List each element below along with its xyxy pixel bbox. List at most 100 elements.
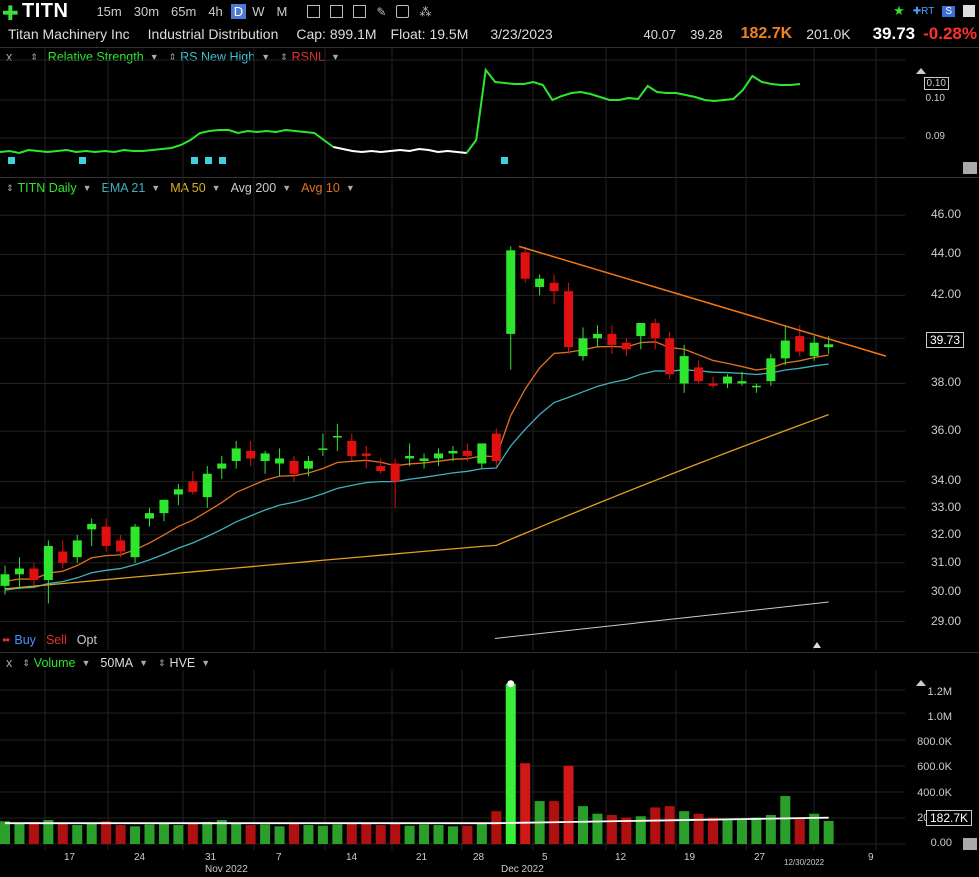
candle-body (607, 333, 617, 345)
volume-bar (274, 826, 285, 844)
move-icon[interactable]: ⇕ (168, 51, 177, 62)
move-icon[interactable]: ⇕ (30, 51, 38, 62)
volume-bar (115, 825, 126, 844)
tf-15m[interactable]: 15m (96, 3, 122, 19)
tf-daily[interactable]: D (230, 3, 247, 19)
volume-bar (317, 825, 328, 844)
chevron-down-icon[interactable]: ▼ (149, 52, 159, 62)
chevron-down-icon[interactable]: ▼ (282, 183, 292, 193)
tf-65m[interactable]: 65m (171, 3, 197, 19)
rs-new-high-marker (219, 157, 226, 164)
x-axis-label: 9 (868, 852, 874, 863)
ticker-symbol[interactable]: TITN (22, 0, 69, 22)
volume-bar (621, 817, 632, 844)
move-icon[interactable]: ⇕ (22, 657, 30, 668)
avg200-label[interactable]: Avg 200 (230, 181, 277, 195)
chevron-down-icon[interactable]: ▼ (345, 183, 355, 193)
volume-bar (231, 823, 242, 844)
candle-body (477, 443, 487, 464)
ema21-label[interactable]: EMA 21 (101, 181, 146, 195)
x-axis-label: 12 (615, 852, 627, 863)
volume-axis-label: 0.00 (930, 837, 952, 849)
options-button[interactable]: Opt (76, 633, 97, 647)
x-axis-label: 31 (205, 852, 217, 863)
candle-body (289, 460, 299, 474)
price-axis-label: 30.00 (930, 583, 961, 598)
candle-body (173, 489, 183, 495)
price-legend: ⇕ TITN Daily ▼ EMA 21 ▼ MA 50 ▼ Avg 200 … (6, 181, 365, 195)
window-icon[interactable] (963, 5, 975, 17)
volume-bar (72, 825, 83, 844)
rs-line (465, 67, 801, 154)
buy-button[interactable]: Buy (14, 633, 36, 647)
avg10-line (4, 341, 829, 583)
ma50-label[interactable]: MA 50 (170, 181, 206, 195)
daily-label[interactable]: TITN Daily (17, 181, 77, 195)
candle-body (592, 333, 602, 339)
add-icon[interactable]: ✚ (2, 3, 19, 25)
close-pane-icon[interactable]: x (6, 50, 13, 64)
volume-bar (144, 824, 155, 844)
candle-body (188, 481, 198, 492)
volume-bar (101, 821, 112, 844)
volume-ma-line (5, 816, 829, 825)
x-axis-label: 19 (684, 852, 696, 863)
move-icon[interactable]: ⇕ (158, 657, 166, 668)
rs-axis-label: 0.09 (925, 131, 945, 142)
volume-axis-label: 600.0K (917, 761, 952, 774)
chevron-down-icon[interactable]: ▼ (139, 658, 148, 668)
move-icon[interactable]: ⇕ (280, 51, 288, 62)
candle-body (636, 323, 646, 337)
tf-monthly[interactable]: M (276, 3, 288, 19)
candle-body (737, 381, 747, 384)
layout-icon[interactable] (330, 4, 344, 18)
chevron-down-icon[interactable]: ▼ (261, 52, 271, 62)
volume-label[interactable]: Volume (33, 656, 76, 670)
x-axis-label: 14 (346, 852, 358, 863)
candle-body (419, 458, 429, 461)
favorite-icon[interactable]: ★ (893, 3, 905, 18)
pencil-icon[interactable]: ✎ (376, 4, 387, 19)
chevron-down-icon[interactable]: ▼ (151, 183, 161, 193)
rs-axis-label: 0.10 (923, 77, 949, 90)
hve-label[interactable]: HVE (169, 656, 196, 670)
chevron-down-icon[interactable]: ▼ (82, 183, 92, 193)
volume-bar (433, 825, 444, 844)
calculator-icon[interactable] (353, 4, 367, 18)
price-axis-label: 32.00 (930, 526, 961, 541)
eraser-icon[interactable] (396, 4, 410, 18)
x-axis-label: 17 (64, 852, 76, 863)
rt-icon[interactable]: ✚RT (912, 5, 935, 17)
market-cap: Cap: 899.1M (296, 26, 377, 42)
tf-weekly[interactable]: W (252, 3, 265, 19)
share-icon[interactable]: ⁂ (419, 4, 432, 19)
chevron-down-icon[interactable]: ▼ (211, 183, 221, 193)
volume-bar (823, 820, 834, 844)
trade-icon[interactable]: ⬌ (2, 634, 11, 646)
chevron-down-icon[interactable]: ▼ (201, 658, 211, 668)
chevron-down-icon[interactable]: ▼ (81, 658, 91, 668)
tf-30m[interactable]: 30m (133, 3, 160, 19)
rs-new-high-marker (8, 157, 15, 164)
candle-body (159, 499, 169, 514)
s-icon[interactable]: S (942, 5, 955, 17)
move-icon[interactable]: ⇕ (6, 182, 14, 193)
candle-body (14, 568, 24, 575)
date: 3/23/2023 (490, 26, 553, 42)
avg10-label[interactable]: Avg 10 (301, 181, 340, 195)
vol-50ma-label[interactable]: 50MA (100, 656, 134, 670)
chevron-down-icon[interactable]: ▼ (331, 52, 340, 62)
candle-body (318, 448, 328, 450)
candle-body (766, 358, 776, 382)
close-pane-icon[interactable]: x (6, 656, 13, 670)
day-volume: 182.7K (740, 25, 793, 42)
chart-type-icon[interactable] (307, 4, 321, 18)
price-axis-label: 42.00 (930, 287, 961, 302)
tf-4h[interactable]: 4h (208, 3, 223, 19)
candle-body (535, 278, 545, 287)
sell-button[interactable]: Sell (45, 633, 67, 647)
price-axis-label: 36.00 (930, 423, 961, 438)
price-axis-label: 38.00 (930, 375, 961, 390)
volume-bar (158, 822, 169, 844)
